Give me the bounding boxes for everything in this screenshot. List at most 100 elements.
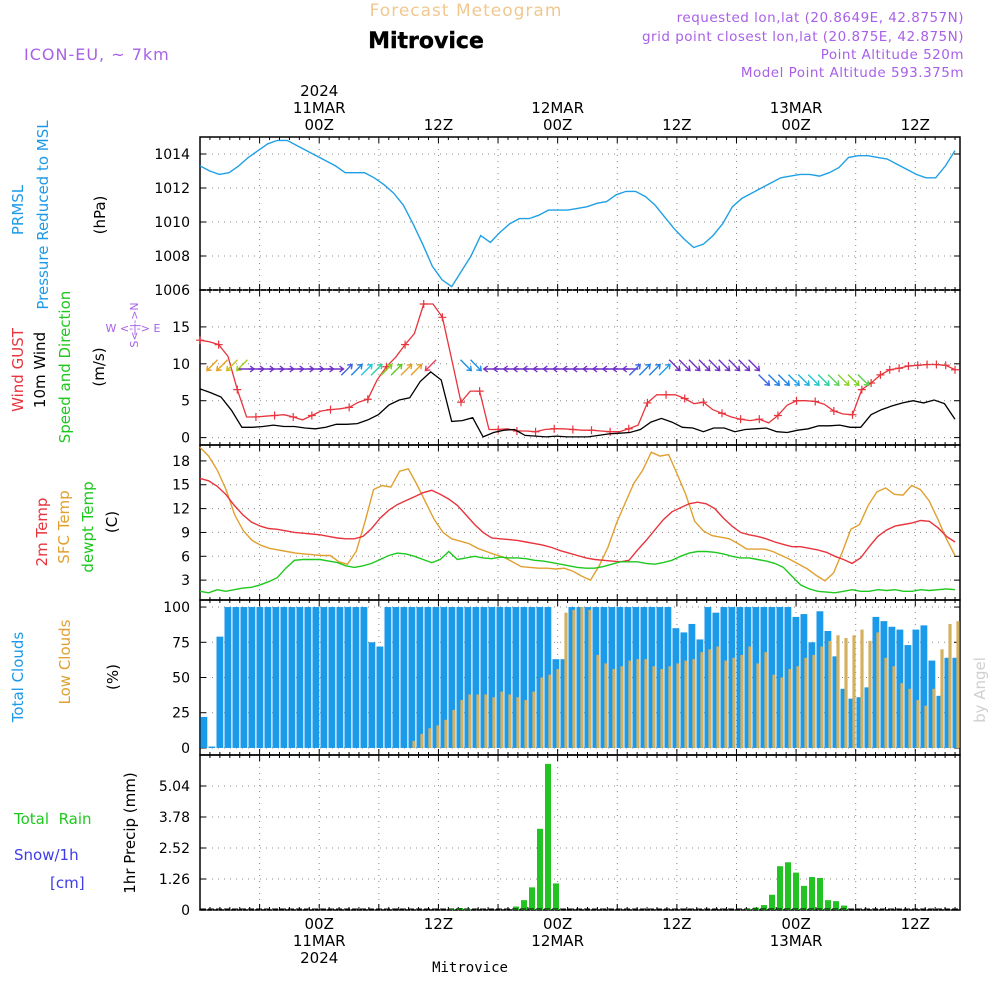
low-cloud-bar xyxy=(620,666,624,748)
top-time-label: 12Z xyxy=(424,116,453,134)
total-cloud-bar xyxy=(352,607,360,748)
wind-arrow xyxy=(847,374,860,387)
wind-arrow xyxy=(708,359,721,372)
rain-bar xyxy=(769,894,775,910)
wind-arrow xyxy=(827,374,840,387)
gust-marker xyxy=(587,426,596,435)
gust-marker xyxy=(755,415,764,424)
rain-bar xyxy=(529,887,535,910)
cloud-labels: Total Clouds Low Clouds (%) xyxy=(9,619,122,723)
low-cloud-bar xyxy=(580,607,584,748)
rain-bar xyxy=(801,885,807,910)
wind-10m-label: 10m Wind xyxy=(31,332,49,408)
low-cloud-bar xyxy=(532,691,536,748)
y-tick-label: 6 xyxy=(181,549,190,565)
bottom-time-label: 2024 xyxy=(300,949,338,967)
low-cloud-bar xyxy=(956,621,960,748)
bottom-time-label: 12Z xyxy=(424,915,453,933)
total-cloud-bar xyxy=(392,607,400,748)
rain-bar xyxy=(777,866,783,910)
top-time-label: 12Z xyxy=(901,116,930,134)
bottom-time-label: 12MAR xyxy=(531,932,584,950)
wind-arrow xyxy=(638,363,651,376)
grid-point-coords: grid point closest lon,lat (20.875E, 42.… xyxy=(642,29,964,45)
wind-arrow xyxy=(235,359,248,372)
snow-label: Snow/1h xyxy=(14,846,79,864)
total-cloud-bar xyxy=(776,607,784,748)
low-cloud-bar xyxy=(732,657,736,748)
total-cloud-bar xyxy=(552,659,560,748)
model-label: ICON-EU, ~ 7km xyxy=(24,45,170,64)
low-cloud-bar xyxy=(492,697,496,748)
total-cloud-bar xyxy=(544,607,552,748)
gust-marker xyxy=(932,360,941,369)
wind-arrow xyxy=(837,374,850,387)
rain-bar xyxy=(785,862,791,910)
rain-bar xyxy=(833,901,839,910)
total-cloud-bar xyxy=(800,614,808,748)
low-cloud-bar xyxy=(484,694,488,748)
low-cloud-bar xyxy=(812,654,816,748)
total-cloud-bar xyxy=(680,632,688,748)
total-cloud-bar xyxy=(344,607,352,748)
wind-arrow xyxy=(215,359,229,372)
wind-arrow xyxy=(400,363,413,376)
gust-marker xyxy=(196,336,204,345)
low-cloud-bar xyxy=(772,674,776,748)
total-cloud-bar xyxy=(584,607,592,748)
y-tick-label: 3.78 xyxy=(159,810,190,826)
total-cloud-bar xyxy=(568,607,576,748)
total-cloud-bar xyxy=(872,616,880,748)
dewpt-line xyxy=(199,550,956,594)
temp-unit: (C) xyxy=(103,511,121,533)
low-cloud-bar xyxy=(940,649,944,748)
gust-marker xyxy=(941,361,950,370)
y-tick-label: 0 xyxy=(181,431,190,447)
low-cloud-bar xyxy=(588,609,592,748)
gust-marker xyxy=(251,412,260,421)
wind-arrow xyxy=(340,363,353,376)
bottom-time-label: 12Z xyxy=(901,915,930,933)
wind-arrow xyxy=(698,359,711,372)
wind-arrow xyxy=(678,359,691,372)
total-cloud-bar xyxy=(792,616,800,748)
total-cloud-bar xyxy=(640,607,648,748)
y-tick-label: 5.04 xyxy=(159,779,190,795)
total-cloud-bar xyxy=(304,607,312,748)
low-cloud-bar xyxy=(716,646,720,748)
gust-marker xyxy=(643,398,652,407)
total-cloud-bar xyxy=(864,687,872,748)
gust-marker xyxy=(680,394,689,403)
total-cloud-bar xyxy=(472,607,480,748)
total-cloud-bar xyxy=(264,607,272,748)
rain-bar xyxy=(761,905,767,910)
gust-marker xyxy=(885,365,894,374)
wind-arrow xyxy=(807,374,820,387)
top-time-label: 2024 xyxy=(300,82,338,100)
total-cloud-bar xyxy=(624,607,632,748)
bottom-time-label: 13MAR xyxy=(770,932,823,950)
total-cloud-bar xyxy=(816,611,824,748)
rain-bar xyxy=(817,878,823,910)
wind-arrow xyxy=(350,363,363,376)
precip-labels: Total Rain Snow/1h [cm] 1hr Precip (mm) xyxy=(13,772,139,893)
wind-arrow xyxy=(470,359,483,372)
rain-bar xyxy=(521,900,527,910)
total-cloud-bar xyxy=(720,607,728,748)
wind-arrow xyxy=(728,359,741,372)
total-cloud-bar xyxy=(808,642,816,748)
total-cloud-bar xyxy=(376,646,384,748)
gust-marker xyxy=(662,390,671,399)
temp-2m-label: 2m Temp xyxy=(33,498,51,567)
total-cloud-bar xyxy=(496,607,504,748)
bottom-time-label: 12Z xyxy=(662,915,691,933)
total-cloud-bar xyxy=(288,607,296,748)
total-cloud-bar xyxy=(936,695,944,748)
rain-bar xyxy=(449,909,455,910)
low-cloud-bar xyxy=(596,654,600,748)
total-cloud-bar xyxy=(784,607,792,748)
gust-marker xyxy=(923,360,932,369)
low-cloud-bar xyxy=(788,669,792,748)
total-cloud-bar xyxy=(712,612,720,748)
gust-marker xyxy=(811,397,820,406)
